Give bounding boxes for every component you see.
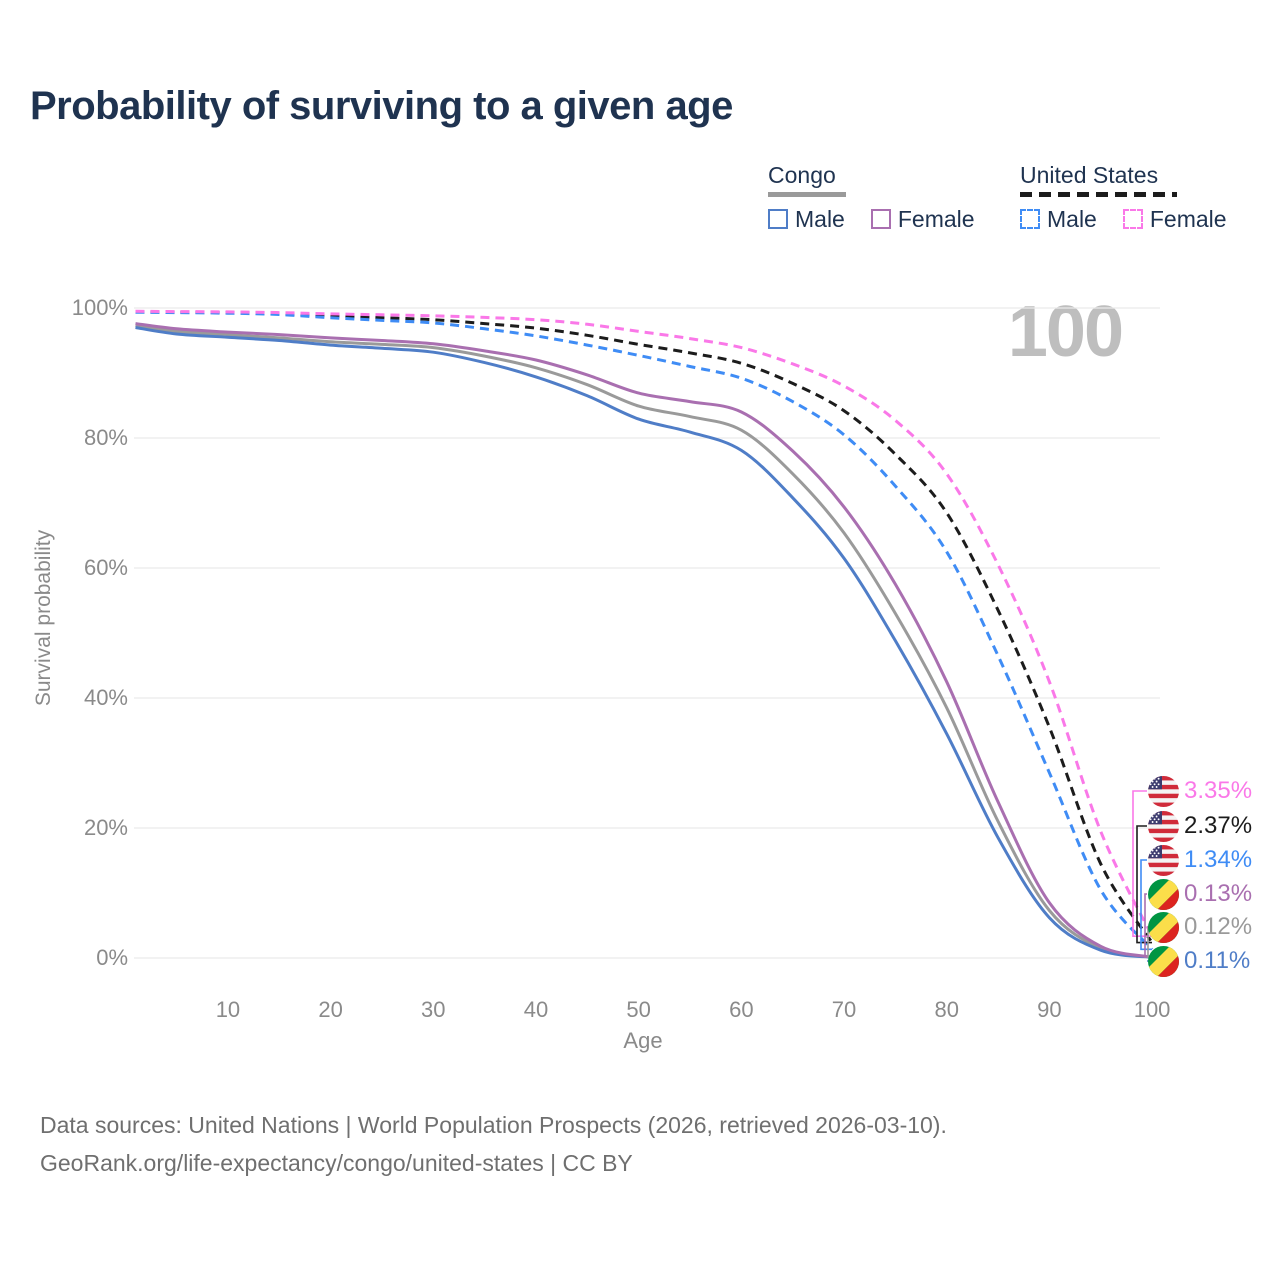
legend-item-congo-male[interactable]: Male <box>768 206 845 233</box>
y-tick-label: 80% <box>83 425 128 450</box>
legend-us-title: United States <box>1020 162 1159 188</box>
x-tick-label: 100 <box>1133 997 1171 1022</box>
x-tick-label: 10 <box>215 997 241 1022</box>
us-flag-icon <box>1148 844 1179 876</box>
end-label-value: 1.34% <box>1184 846 1253 873</box>
x-tick-label: 70 <box>831 997 857 1022</box>
legend-us-female-label: Female <box>1149 205 1227 232</box>
end-label-value: 0.12% <box>1184 913 1253 940</box>
congo-flag-icon <box>1148 945 1179 977</box>
legend-group-congo: Congo Male Female <box>768 162 975 233</box>
end-label-row: 1.34% <box>1148 844 1252 876</box>
leader-line <box>1132 790 1152 937</box>
y-tick-label: 60% <box>83 555 128 580</box>
footer-sources-line: Data sources: United Nations | World Pop… <box>40 1112 947 1138</box>
end-label-row: 0.12% <box>1148 911 1252 943</box>
congo-male-swatch <box>768 209 788 229</box>
footer-url-line: GeoRank.org/life-expectancy/congo/united… <box>40 1150 633 1176</box>
congo-female-swatch <box>870 209 891 229</box>
x-tick-label: 40 <box>523 997 549 1022</box>
legend-congo-male-label: Male <box>795 205 845 232</box>
end-label-value: 2.37% <box>1184 812 1253 839</box>
us-flag-icon <box>1148 775 1179 807</box>
congo-flag-icon <box>1148 878 1179 910</box>
y-tick-label: 0% <box>96 945 128 970</box>
leader-line <box>1140 859 1152 951</box>
curve-congo-overall[interactable] <box>135 324 1153 959</box>
y-tick-label: 40% <box>83 685 128 710</box>
legend-congo-female-label: Female <box>897 205 975 232</box>
chart-title: Probability of surviving to a given age <box>30 84 733 128</box>
end-label-row: 3.35% <box>1148 775 1252 807</box>
us-overall-line-swatch <box>1020 192 1177 197</box>
legend-us-male-label: Male <box>1047 205 1097 232</box>
x-tick-label: 60 <box>729 997 754 1022</box>
x-tick-label: 20 <box>318 997 343 1022</box>
y-tick-label: 100% <box>71 295 128 320</box>
data-source-footer: Data sources: United Nations | World Pop… <box>40 1106 947 1182</box>
end-label-value: 0.11% <box>1184 947 1251 974</box>
end-label-row: 2.37% <box>1148 810 1252 842</box>
end-label-value: 3.35% <box>1184 777 1253 804</box>
y-tick-label: 20% <box>83 815 128 840</box>
legend-item-congo-female[interactable]: Female <box>870 205 975 233</box>
x-tick-label: 90 <box>1037 997 1062 1022</box>
x-tick-label: 30 <box>421 997 446 1022</box>
curve-congo-female[interactable] <box>135 322 1153 959</box>
end-label-row: 0.13% <box>1148 878 1252 910</box>
us-male-swatch <box>1020 209 1040 229</box>
legend-group-united-states: United States Male Female <box>1020 162 1227 233</box>
end-label-value: 0.13% <box>1184 880 1253 907</box>
congo-flag-icon <box>1148 911 1179 943</box>
x-tick-label: 80 <box>934 997 959 1022</box>
curve-congo-male[interactable] <box>135 326 1153 959</box>
x-tick-label: 50 <box>626 997 651 1022</box>
curve-us-female[interactable] <box>135 309 1154 937</box>
y-axis-title: Survival probability <box>32 529 55 707</box>
us-female-swatch <box>1122 209 1143 229</box>
congo-overall-line-swatch <box>768 192 846 197</box>
legend-congo-title: Congo <box>768 162 836 188</box>
end-label-row: 0.11% <box>1148 945 1250 977</box>
us-flag-icon <box>1148 810 1179 842</box>
x-axis-title: Age <box>623 1028 663 1053</box>
legend-item-us-male[interactable]: Male <box>1020 206 1097 233</box>
curve-us-male[interactable] <box>135 310 1154 951</box>
legend-item-us-female[interactable]: Female <box>1122 205 1227 233</box>
